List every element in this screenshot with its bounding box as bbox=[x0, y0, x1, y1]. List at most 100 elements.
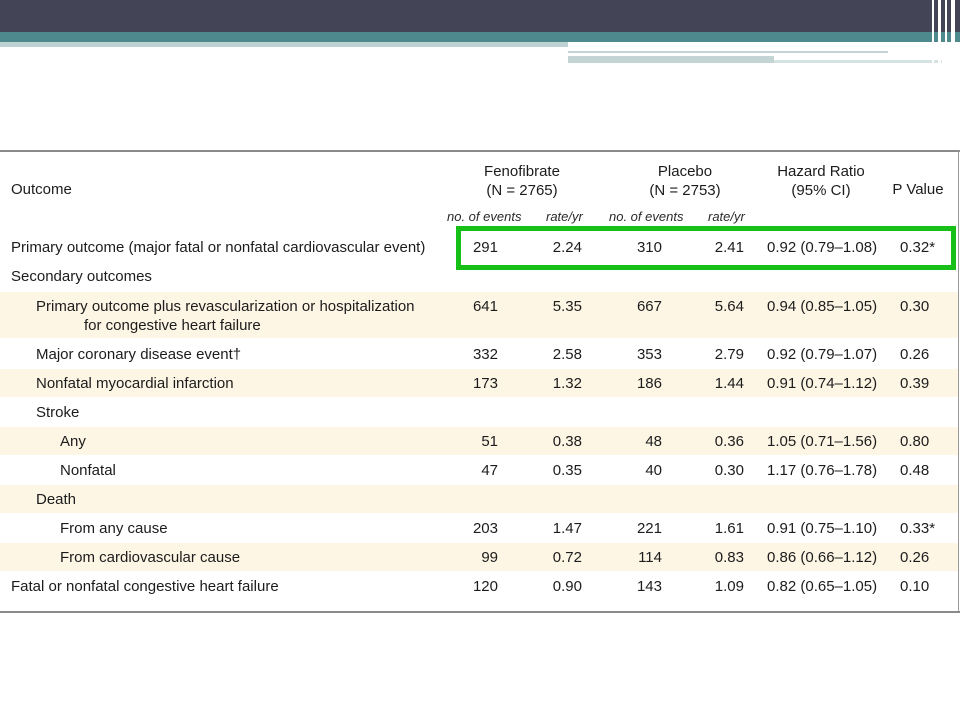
slide-accent-line bbox=[774, 60, 942, 63]
hazard-ratio: 0.91 (0.74–1.12) bbox=[767, 375, 878, 392]
outcome-label: Nonfatal myocardial infarction bbox=[36, 375, 234, 392]
p-value: 0.48 bbox=[900, 462, 930, 479]
outcome-label: Fatal or nonfatal congestive heart failu… bbox=[11, 578, 279, 595]
table-right-border bbox=[958, 150, 959, 613]
fenofibrate-rate: 0.38 bbox=[552, 433, 582, 450]
fenofibrate-rate: 1.47 bbox=[552, 520, 582, 537]
hazard-ratio: 0.92 (0.79–1.08) bbox=[767, 239, 878, 256]
p-value: 0.26 bbox=[900, 549, 930, 566]
placebo-events: 221 bbox=[636, 520, 662, 537]
outcome-label: Any bbox=[60, 433, 86, 450]
placebo-rate: 1.44 bbox=[714, 375, 744, 392]
placebo-n: (N = 2753) bbox=[649, 182, 721, 199]
outcome-label: Primary outcome plus revascularization o… bbox=[36, 297, 415, 335]
p-value: 0.32* bbox=[900, 239, 936, 256]
placebo-events: 186 bbox=[636, 375, 662, 392]
placebo-events: 310 bbox=[636, 239, 662, 256]
fenofibrate-events: 120 bbox=[472, 578, 498, 595]
slide-header-band bbox=[0, 0, 960, 32]
fenofibrate-events: 203 bbox=[472, 520, 498, 537]
fenofibrate-events: 291 bbox=[472, 239, 498, 256]
slide-accent-line bbox=[568, 51, 888, 53]
slide-accent-band bbox=[0, 32, 960, 42]
hazard-ratio: 1.05 (0.71–1.56) bbox=[767, 433, 878, 450]
placebo-rate: 0.36 bbox=[714, 433, 744, 450]
fenofibrate-title: Fenofibrate bbox=[484, 163, 560, 180]
fenofibrate-rate: 1.32 bbox=[552, 375, 582, 392]
hazard-ratio: 0.86 (0.66–1.12) bbox=[767, 549, 878, 566]
fenofibrate-events: 99 bbox=[481, 549, 498, 566]
placebo-title: Placebo bbox=[657, 163, 713, 180]
hazard-ratio: 0.91 (0.75–1.10) bbox=[767, 520, 878, 537]
fenofibrate-rate: 0.90 bbox=[552, 578, 582, 595]
table-row: Death bbox=[0, 485, 958, 513]
fenofibrate-events: 47 bbox=[481, 462, 498, 479]
table-row: Nonfatal 47 0.35 40 0.30 1.17 (0.76–1.78… bbox=[0, 456, 958, 484]
placebo-rate: 1.61 bbox=[714, 520, 744, 537]
placebo-rate: 0.30 bbox=[714, 462, 744, 479]
fenofibrate-rate: 5.35 bbox=[552, 298, 582, 315]
results-table: Outcome Fenofibrate (N = 2765) Placebo (… bbox=[0, 150, 960, 613]
fenofibrate-rate: 2.58 bbox=[552, 346, 582, 363]
p-value: 0.80 bbox=[900, 433, 930, 450]
table-top-rule bbox=[0, 150, 960, 152]
table-row: Primary outcome (major fatal or nonfatal… bbox=[0, 232, 958, 263]
subheader-events: no. of events bbox=[447, 210, 522, 224]
table-row: From any cause 203 1.47 221 1.61 0.91 (0… bbox=[0, 514, 958, 542]
section-label: Secondary outcomes bbox=[11, 268, 152, 285]
placebo-rate: 1.09 bbox=[714, 578, 744, 595]
hazard-ratio: 0.82 (0.65–1.05) bbox=[767, 578, 878, 595]
fenofibrate-events: 332 bbox=[472, 346, 498, 363]
placebo-rate: 0.83 bbox=[714, 549, 744, 566]
highlight-box bbox=[456, 226, 956, 270]
placebo-events: 353 bbox=[636, 346, 662, 363]
outcome-label: Major coronary disease event† bbox=[36, 346, 242, 363]
slide-corner-decoration bbox=[928, 0, 960, 66]
placebo-rate: 5.64 bbox=[714, 298, 744, 315]
placebo-events: 143 bbox=[636, 578, 662, 595]
p-value: 0.26 bbox=[900, 346, 930, 363]
p-value: 0.33* bbox=[900, 520, 936, 537]
subheader-rate: rate/yr bbox=[708, 210, 745, 224]
placebo-events: 40 bbox=[645, 462, 662, 479]
hazard-ratio-title: Hazard Ratio bbox=[777, 163, 865, 180]
outcome-label-line1: Primary outcome plus revascularization o… bbox=[36, 298, 415, 315]
table-row: Secondary outcomes bbox=[0, 263, 958, 290]
column-header-p-value: P Value bbox=[892, 181, 944, 198]
table-row: Any 51 0.38 48 0.36 1.05 (0.71–1.56) 0.8… bbox=[0, 427, 958, 455]
hazard-ratio: 0.94 (0.85–1.05) bbox=[767, 298, 878, 315]
table-row: Fatal or nonfatal congestive heart failu… bbox=[0, 572, 958, 600]
p-value: 0.39 bbox=[900, 375, 930, 392]
column-header-hazard-ratio: Hazard Ratio (95% CI) bbox=[760, 162, 882, 200]
column-header-placebo: Placebo (N = 2753) bbox=[624, 162, 746, 200]
column-header-fenofibrate: Fenofibrate (N = 2765) bbox=[461, 162, 583, 200]
p-value: 0.10 bbox=[900, 578, 930, 595]
subheader-events: no. of events bbox=[609, 210, 684, 224]
outcome-label: Primary outcome (major fatal or nonfatal… bbox=[11, 239, 426, 256]
fenofibrate-events: 173 bbox=[472, 375, 498, 392]
table-row: Major coronary disease event† 332 2.58 3… bbox=[0, 340, 958, 368]
hazard-ratio: 1.17 (0.76–1.78) bbox=[767, 462, 878, 479]
table-row: Primary outcome plus revascularization o… bbox=[0, 292, 958, 338]
placebo-rate: 2.41 bbox=[714, 239, 744, 256]
subheader-rate: rate/yr bbox=[546, 210, 583, 224]
placebo-events: 48 bbox=[645, 433, 662, 450]
outcome-label: From any cause bbox=[60, 520, 168, 537]
table-row: Nonfatal myocardial infarction 173 1.32 … bbox=[0, 369, 958, 397]
column-header-outcome: Outcome bbox=[11, 181, 72, 198]
fenofibrate-events: 641 bbox=[472, 298, 498, 315]
section-label: Death bbox=[36, 491, 77, 508]
placebo-events: 114 bbox=[638, 549, 662, 566]
table-row: From cardiovascular cause 99 0.72 114 0.… bbox=[0, 543, 958, 571]
outcome-label: Nonfatal bbox=[60, 462, 116, 479]
table-bottom-rule bbox=[0, 611, 960, 613]
fenofibrate-rate: 0.35 bbox=[552, 462, 582, 479]
hazard-ratio: 0.92 (0.79–1.07) bbox=[767, 346, 878, 363]
table-row: Stroke bbox=[0, 398, 958, 426]
fenofibrate-rate: 2.24 bbox=[552, 239, 582, 256]
slide-accent-line bbox=[568, 56, 774, 63]
fenofibrate-events: 51 bbox=[481, 433, 498, 450]
section-label: Stroke bbox=[36, 404, 80, 421]
placebo-events: 667 bbox=[636, 298, 662, 315]
placebo-rate: 2.79 bbox=[714, 346, 744, 363]
